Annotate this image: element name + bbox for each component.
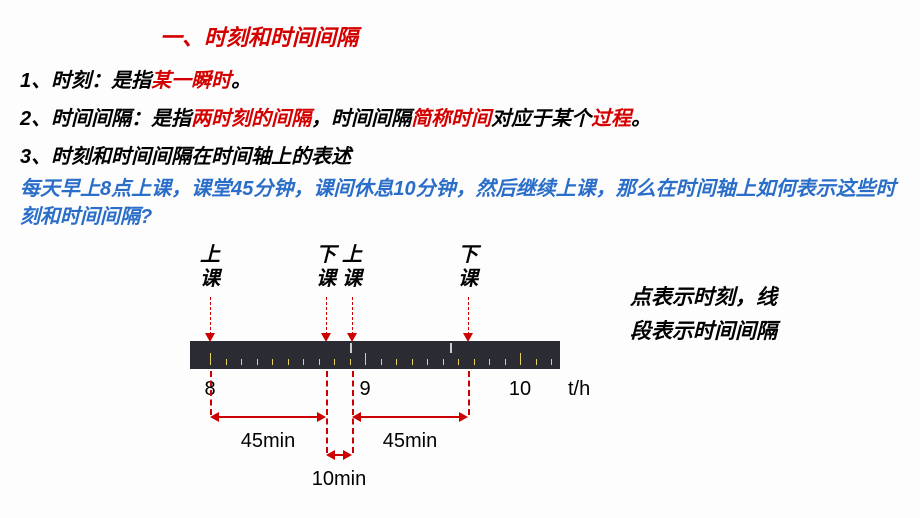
tick-minor bbox=[536, 359, 537, 365]
diagram-area: t/h 8910上课下课上课下课45min45min10min 点表示时刻，线 … bbox=[20, 243, 900, 503]
em: 某一瞬时 bbox=[151, 70, 231, 92]
tick-minor bbox=[443, 359, 444, 365]
arrow-head bbox=[321, 333, 331, 342]
tick-minor bbox=[241, 359, 242, 365]
tick-minor bbox=[319, 359, 320, 365]
event-arrow bbox=[326, 297, 327, 335]
event-label: 上课 bbox=[337, 243, 367, 291]
txt: 。 bbox=[231, 70, 251, 92]
txt: 时间间隔：是指 bbox=[51, 108, 191, 130]
span-boundary bbox=[352, 371, 354, 453]
span-boundary bbox=[468, 371, 470, 415]
tick-minor bbox=[489, 359, 490, 365]
tick-minor bbox=[272, 359, 273, 365]
tick-minor bbox=[396, 359, 397, 365]
mark bbox=[450, 343, 452, 353]
duration-label: 10min bbox=[312, 463, 366, 495]
tick-minor bbox=[257, 359, 258, 365]
tick-minor bbox=[474, 359, 475, 365]
em: 两时刻的间隔 bbox=[191, 108, 311, 130]
tick-major bbox=[365, 353, 366, 365]
em: 简称时间 bbox=[411, 108, 491, 130]
num: 1、 bbox=[20, 70, 51, 92]
axis-unit: t/h bbox=[568, 373, 590, 405]
tick-minor bbox=[288, 359, 289, 365]
tick-minor bbox=[551, 359, 552, 365]
def-moment: 1、时刻：是指某一瞬时。 bbox=[20, 67, 900, 95]
tick-minor bbox=[303, 359, 304, 365]
txt: ，时间间隔 bbox=[311, 108, 411, 130]
tick-major bbox=[210, 353, 211, 365]
legend-line1: 点表示时刻，线 bbox=[630, 286, 777, 309]
duration-label: 45min bbox=[241, 425, 295, 457]
txt: 时刻：是指 bbox=[51, 70, 151, 92]
event-arrow bbox=[468, 297, 469, 335]
arrow-head bbox=[347, 333, 357, 342]
tick-minor bbox=[505, 359, 506, 365]
arrow-head bbox=[463, 333, 473, 342]
txt: 对应于某个 bbox=[491, 108, 591, 130]
timeline-diagram: t/h 8910上课下课上课下课45min45min10min bbox=[190, 243, 590, 503]
tick-major bbox=[520, 353, 521, 365]
tick-minor bbox=[427, 359, 428, 365]
tick-minor bbox=[458, 359, 459, 365]
duration-label: 45min bbox=[383, 425, 437, 457]
em: 过程 bbox=[591, 108, 631, 130]
def-axis: 3、时刻和时间间隔在时间轴上的表述 bbox=[20, 143, 900, 171]
question: 每天早上8点上课，课堂45分钟，课间休息10分钟，然后继续上课，那么在时间轴上如… bbox=[20, 175, 900, 231]
duration-span bbox=[326, 447, 352, 463]
duration-span bbox=[352, 409, 468, 425]
duration-span bbox=[210, 409, 326, 425]
legend-text: 点表示时刻，线 段表示时间间隔 bbox=[630, 281, 830, 348]
section-title: 一、时刻和时间间隔 bbox=[20, 20, 900, 55]
mark bbox=[350, 343, 352, 353]
tick-label: 9 bbox=[359, 373, 370, 405]
tick-minor bbox=[334, 359, 335, 365]
tick-minor bbox=[381, 359, 382, 365]
tick-minor bbox=[350, 359, 351, 365]
legend-line2: 段表示时间间隔 bbox=[630, 320, 777, 343]
arrow-head bbox=[205, 333, 215, 342]
event-arrow bbox=[210, 297, 211, 335]
event-arrow bbox=[352, 297, 353, 335]
event-label: 下课 bbox=[453, 243, 483, 291]
txt: 。 bbox=[631, 108, 651, 130]
num: 2、 bbox=[20, 108, 51, 130]
tick-minor bbox=[412, 359, 413, 365]
span-boundary bbox=[326, 371, 328, 453]
tick-label: 10 bbox=[509, 373, 531, 405]
event-label: 上课 bbox=[195, 243, 225, 291]
tick-minor bbox=[226, 359, 227, 365]
def-interval: 2、时间间隔：是指两时刻的间隔，时间间隔简称时间对应于某个过程。 bbox=[20, 105, 900, 133]
